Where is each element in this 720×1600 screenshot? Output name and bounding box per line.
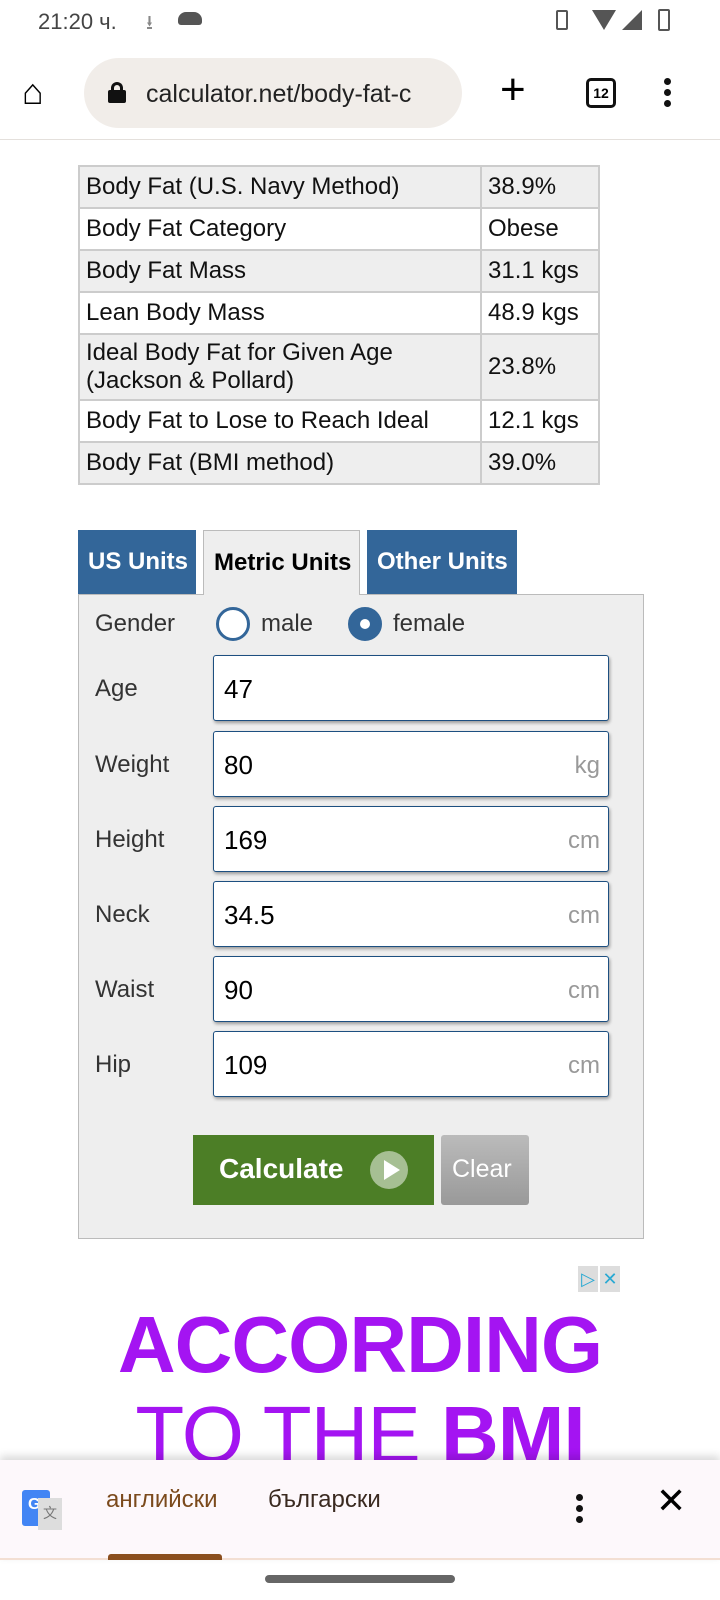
result-label: Body Fat Mass bbox=[78, 249, 482, 293]
gender-label: Gender bbox=[95, 610, 176, 637]
age-input[interactable]: 47 bbox=[213, 655, 609, 721]
results-table: Body Fat (U.S. Navy Method) 38.9% Body Fa… bbox=[78, 165, 600, 485]
calculator-form: Gender male female Age 47 Weight 80 kg He… bbox=[78, 594, 644, 1239]
weight-input[interactable]: 80 kg bbox=[213, 731, 609, 797]
table-row: Body Fat to Lose to Reach Ideal 12.1 kgs bbox=[78, 399, 600, 443]
calculate-button[interactable]: Calculate bbox=[193, 1135, 434, 1205]
height-unit: cm bbox=[568, 827, 600, 854]
waist-input[interactable]: 90 cm bbox=[213, 956, 609, 1022]
hip-value: 109 bbox=[224, 1050, 268, 1080]
more-menu-icon[interactable] bbox=[664, 78, 672, 108]
result-value: 39.0% bbox=[480, 441, 600, 485]
target-language-tab[interactable]: български bbox=[268, 1486, 381, 1513]
waist-value: 90 bbox=[224, 975, 253, 1005]
table-row: Lean Body Mass 48.9 kgs bbox=[78, 291, 600, 335]
neck-label: Neck bbox=[95, 901, 150, 928]
height-value: 169 bbox=[224, 825, 268, 855]
result-value: Obese bbox=[480, 207, 600, 251]
age-value: 47 bbox=[224, 674, 253, 704]
weight-unit: kg bbox=[574, 752, 600, 779]
weight-value: 80 bbox=[224, 750, 253, 780]
adchoices-icon[interactable]: ▷ bbox=[578, 1266, 598, 1292]
height-input[interactable]: 169 cm bbox=[213, 806, 609, 872]
status-bar: 21:20 ч. ⭳ bbox=[0, 0, 720, 44]
waist-label: Waist bbox=[95, 976, 155, 1003]
table-row: Ideal Body Fat for Given Age (Jackson & … bbox=[78, 333, 600, 401]
result-label: Body Fat (U.S. Navy Method) bbox=[78, 165, 482, 209]
clear-button[interactable]: Clear bbox=[441, 1135, 529, 1205]
result-label: Ideal Body Fat for Given Age (Jackson & … bbox=[78, 333, 482, 401]
height-label: Height bbox=[95, 826, 165, 853]
url-text: calculator.net/body-fat-c bbox=[146, 80, 412, 108]
result-label: Body Fat Category bbox=[78, 207, 482, 251]
weight-label: Weight bbox=[95, 751, 170, 778]
result-value: 23.8% bbox=[480, 333, 600, 401]
home-icon[interactable]: ⌂ bbox=[22, 71, 44, 112]
vibrate-icon bbox=[556, 10, 568, 30]
result-label: Body Fat (BMI method) bbox=[78, 441, 482, 485]
gesture-handle[interactable] bbox=[265, 1575, 455, 1583]
address-bar[interactable]: calculator.net/body-fat-c bbox=[84, 58, 462, 128]
table-row: Body Fat Mass 31.1 kgs bbox=[78, 249, 600, 293]
ad-close-icon[interactable]: ✕ bbox=[600, 1266, 620, 1292]
result-value: 12.1 kgs bbox=[480, 399, 600, 443]
neck-value: 34.5 bbox=[224, 900, 275, 930]
table-row: Body Fat Category Obese bbox=[78, 207, 600, 251]
result-value: 31.1 kgs bbox=[480, 249, 600, 293]
age-label: Age bbox=[95, 675, 138, 702]
table-row: Body Fat (BMI method) 39.0% bbox=[78, 441, 600, 485]
selected-tab-indicator bbox=[108, 1554, 222, 1560]
close-icon[interactable]: ✕ bbox=[656, 1480, 687, 1521]
battery-icon bbox=[658, 9, 670, 31]
translate-menu-icon[interactable] bbox=[576, 1494, 584, 1524]
result-value: 38.9% bbox=[480, 165, 600, 209]
neck-unit: cm bbox=[568, 902, 600, 929]
advertisement[interactable]: ACCORDING TO THE BMI bbox=[100, 1300, 620, 1480]
calculate-label: Calculate bbox=[219, 1153, 344, 1184]
neck-input[interactable]: 34.5 cm bbox=[213, 881, 609, 947]
male-label: male bbox=[261, 610, 314, 637]
hip-input[interactable]: 109 cm bbox=[213, 1031, 609, 1097]
play-icon bbox=[370, 1151, 408, 1189]
tab-metric-units[interactable]: Metric Units bbox=[203, 530, 360, 595]
browser-toolbar: ⌂ calculator.net/body-fat-c + 12 bbox=[0, 44, 720, 140]
clock: 21:20 ч. bbox=[38, 9, 117, 34]
female-radio[interactable] bbox=[348, 607, 382, 641]
tab-switcher-button[interactable]: 12 bbox=[586, 78, 616, 108]
waist-unit: cm bbox=[568, 977, 600, 1004]
result-value: 48.9 kgs bbox=[480, 291, 600, 335]
lock-icon[interactable] bbox=[108, 82, 126, 103]
ad-line-1: ACCORDING bbox=[117, 1300, 603, 1389]
female-label: female bbox=[393, 610, 466, 637]
cloud-icon bbox=[178, 12, 202, 25]
table-row: Body Fat (U.S. Navy Method) 38.9% bbox=[78, 165, 600, 209]
source-language-tab[interactable]: английски bbox=[106, 1486, 218, 1513]
hip-unit: cm bbox=[568, 1052, 600, 1079]
tab-us-units[interactable]: US Units bbox=[78, 530, 196, 594]
tab-other-units[interactable]: Other Units bbox=[367, 530, 517, 594]
new-tab-icon[interactable]: + bbox=[500, 65, 526, 114]
wifi-icon bbox=[592, 10, 616, 30]
hip-label: Hip bbox=[95, 1051, 132, 1078]
download-icon: ⭳ bbox=[146, 12, 153, 34]
signal-icon bbox=[622, 10, 642, 30]
result-label: Body Fat to Lose to Reach Ideal bbox=[78, 399, 482, 443]
male-radio[interactable] bbox=[216, 607, 250, 641]
result-label: Lean Body Mass bbox=[78, 291, 482, 335]
